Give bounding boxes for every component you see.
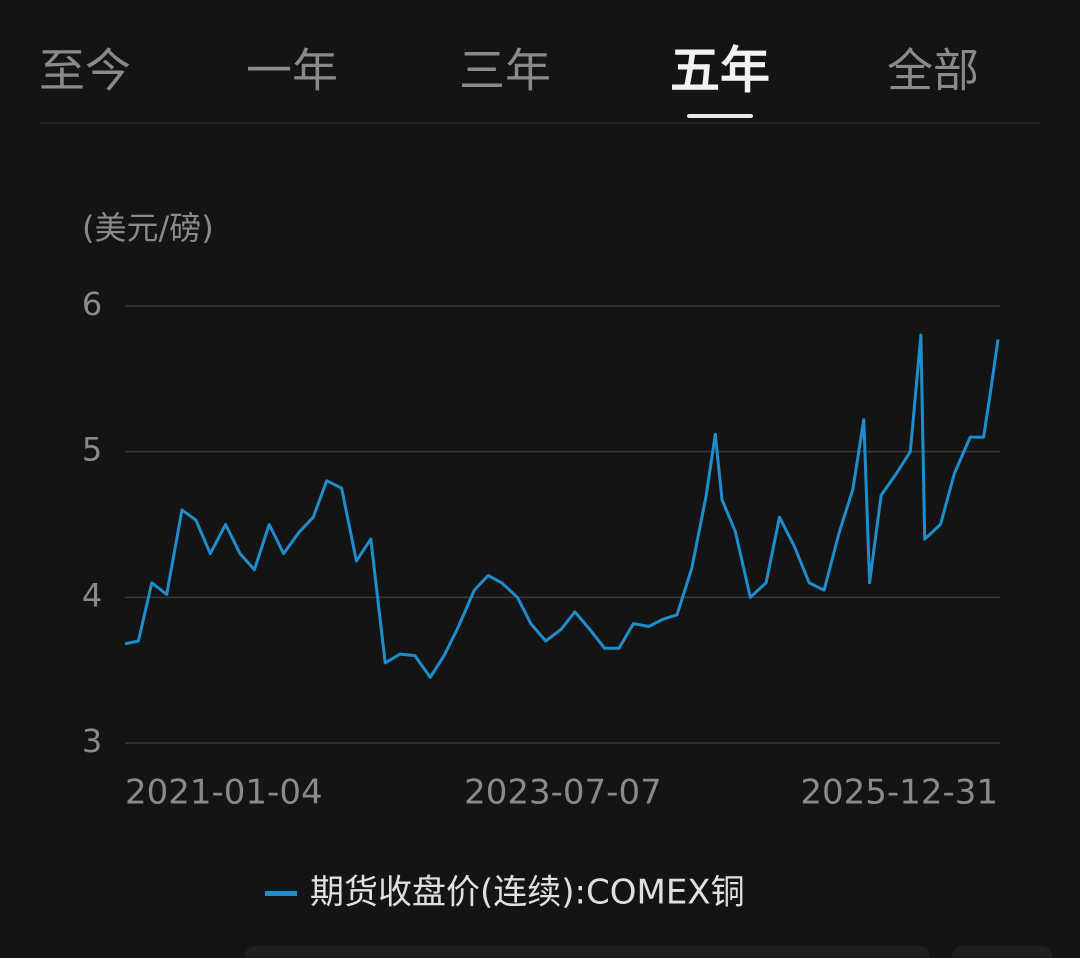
tab[interactable]: 全部 — [887, 44, 979, 98]
tab[interactable]: 五年 — [670, 42, 770, 100]
tab-indicator — [687, 114, 753, 118]
y-tick-label: 6 — [82, 285, 102, 323]
y-tick-label: 5 — [82, 431, 102, 469]
x-tick-label: 2023-07-07 — [464, 773, 662, 813]
y-axis-unit: (美元/磅) — [82, 209, 214, 247]
x-tick-label: 2021-01-04 — [125, 773, 323, 813]
y-tick-label: 4 — [82, 576, 102, 614]
legend-swatch — [265, 891, 297, 896]
legend-label: 期货收盘价(连续):COMEX铜 — [310, 873, 745, 913]
tab-bar: 至今 一年 三年 五年 全部 — [39, 42, 979, 100]
bottom-card — [952, 946, 1052, 958]
tab[interactable]: 三年 — [459, 44, 551, 98]
tab[interactable]: 一年 — [246, 44, 338, 98]
price-line — [124, 333, 1000, 679]
x-tick-label: 2025-12-31 — [800, 773, 998, 813]
tab[interactable]: 至今 — [39, 44, 131, 98]
bottom-card — [245, 946, 930, 958]
y-tick-label: 3 — [82, 722, 102, 760]
